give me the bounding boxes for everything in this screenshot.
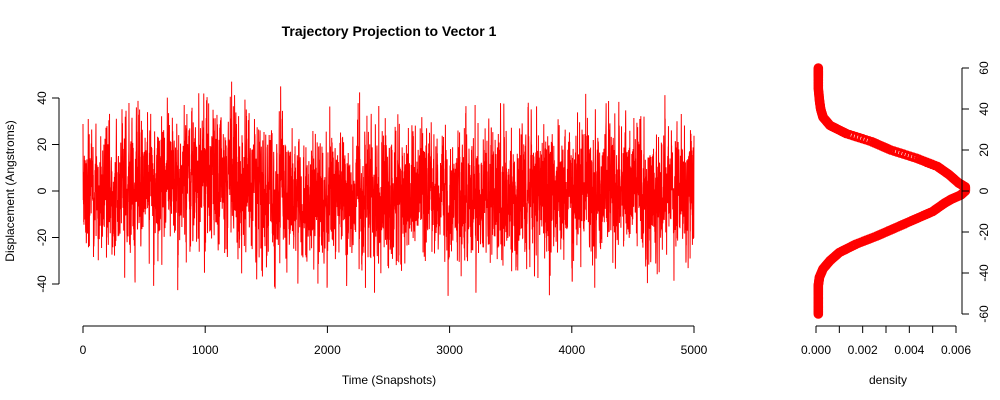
density-y-tick-label: 60 <box>977 61 991 75</box>
density-x-tick-label: 0.000 <box>801 343 831 357</box>
x-tick-label: 5000 <box>681 343 708 357</box>
y-tick-label: -40 <box>35 275 49 293</box>
density-point <box>813 309 824 319</box>
y-axis-title: Displacement (Angstroms) <box>3 120 17 261</box>
density-y-tick-label: -40 <box>977 264 991 282</box>
y-tick-label: 40 <box>35 91 49 105</box>
x-axis-title: Time (Snapshots) <box>342 373 436 387</box>
density-axes: 0.000 0.002 0.004 0.006 -60 -40 -20 0 20 40 60 <box>801 61 991 357</box>
x-tick-label: 3000 <box>436 343 463 357</box>
density-y-tick-label: 20 <box>977 143 991 157</box>
density-y-tick-label: 0 <box>977 187 991 194</box>
chart-title: Trajectory Projection to Vector 1 <box>282 23 497 39</box>
main-plot: Trajectory Projection to Vector 1 0 1000 2… <box>3 23 708 387</box>
density-plot: 0.000 0.002 0.004 0.006 -60 -40 -20 0 20 40 60 den… <box>801 61 991 387</box>
x-tick-label: 2000 <box>314 343 341 357</box>
density-x-tick-label: 0.004 <box>894 343 924 357</box>
x-tick-label: 4000 <box>558 343 585 357</box>
x-tick-label: 0 <box>80 343 87 357</box>
y-tick-label: 0 <box>35 187 49 194</box>
y-tick-label: -20 <box>35 229 49 247</box>
density-x-tick-label: 0.006 <box>941 343 971 357</box>
series-line-trajectory <box>82 81 695 296</box>
y-tick-label: 20 <box>35 138 49 152</box>
density-y-tick-label: -20 <box>977 223 991 241</box>
density-x-tick-label: 0.002 <box>848 343 878 357</box>
main-axes: 0 1000 2000 3000 4000 5000 -40 -20 0 20 40 <box>35 91 707 357</box>
density-y-tick-label: -60 <box>977 305 991 323</box>
density-y-tick-label: 40 <box>977 102 991 116</box>
density-x-axis-title: density <box>869 373 907 387</box>
density-series <box>813 63 971 319</box>
x-tick-label: 1000 <box>192 343 219 357</box>
